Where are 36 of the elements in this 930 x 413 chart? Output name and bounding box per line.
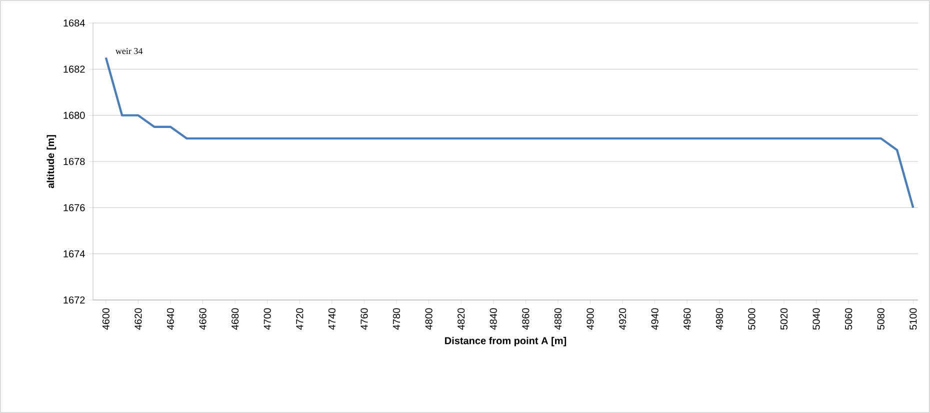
y-axis-title: altitude [m] bbox=[46, 135, 56, 188]
x-tick-label: 4740 bbox=[328, 308, 336, 330]
x-tick-label: 4680 bbox=[232, 308, 239, 330]
x-tick-label: 4600 bbox=[102, 308, 110, 330]
x-tick-label: 5040 bbox=[812, 308, 820, 330]
x-tick-label: 4980 bbox=[716, 308, 723, 330]
x-tick-label: 5060 bbox=[845, 308, 852, 330]
y-tick-label: 1676 bbox=[64, 204, 85, 212]
x-tick-label: 4700 bbox=[264, 308, 271, 330]
x-tick-label: 4780 bbox=[392, 308, 400, 330]
y-tick-label: 1672 bbox=[64, 296, 85, 304]
x-tick-label: 4900 bbox=[586, 308, 594, 330]
y-tick-label: 1680 bbox=[64, 112, 85, 119]
x-tick-label: 4620 bbox=[134, 308, 142, 330]
x-tick-label: 5080 bbox=[877, 308, 884, 330]
x-tick-label: 4640 bbox=[166, 308, 174, 330]
x-tick-label: 5020 bbox=[780, 308, 788, 330]
x-tick-label: 4720 bbox=[296, 308, 304, 330]
x-axis-title: Distance from point A [m] bbox=[445, 336, 566, 346]
x-tick-label: 4660 bbox=[199, 308, 206, 330]
x-tick-label: 4880 bbox=[554, 308, 562, 330]
x-tick-label: 4800 bbox=[425, 308, 432, 330]
x-tick-label: 4840 bbox=[490, 308, 497, 330]
x-tick-label: 4940 bbox=[651, 308, 658, 330]
x-tick-label: 5000 bbox=[748, 308, 756, 330]
x-tick-label: 4820 bbox=[458, 308, 465, 330]
x-tick-label: 4960 bbox=[684, 308, 691, 330]
x-tick-label: 4760 bbox=[360, 308, 368, 330]
annotation: weir 34 bbox=[115, 48, 143, 54]
y-tick-label: 1682 bbox=[64, 66, 85, 73]
x-tick-label: 5100 bbox=[910, 308, 917, 330]
y-tick-label: 1678 bbox=[64, 158, 85, 166]
x-tick-label: 4860 bbox=[522, 308, 530, 330]
y-tick-label: 1684 bbox=[64, 19, 85, 27]
x-tick-label: 4920 bbox=[619, 308, 626, 330]
y-tick-label: 1674 bbox=[64, 250, 85, 258]
